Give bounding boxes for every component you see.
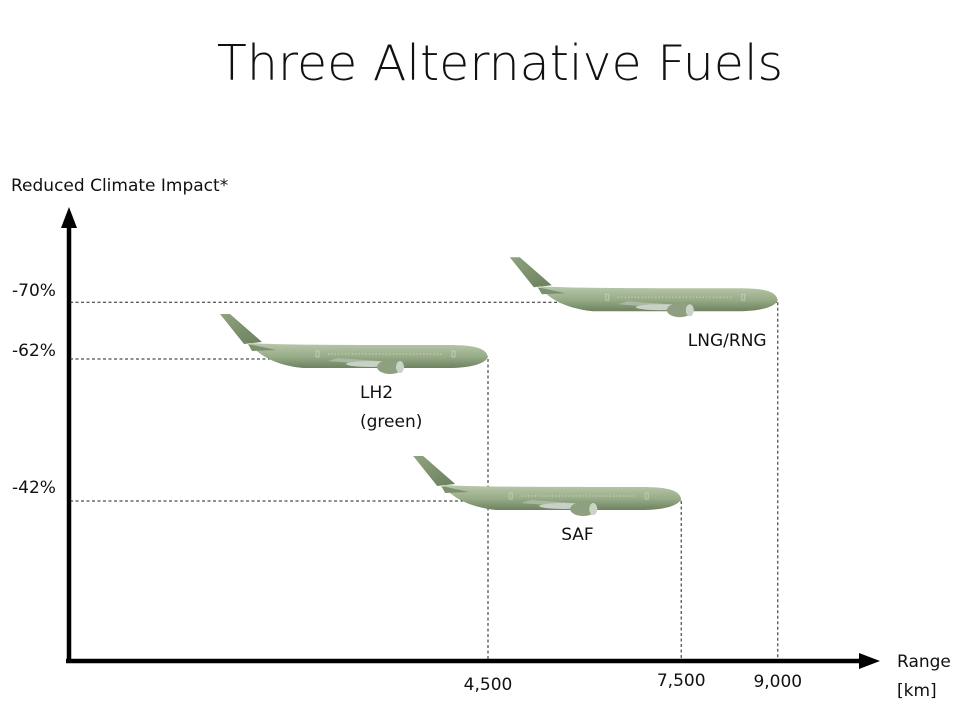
series-label: LNG/RNG [688, 331, 767, 351]
series-label: LH2 [360, 383, 393, 403]
x-tick-label: 4,500 [464, 675, 513, 695]
series-label: SAF [561, 525, 594, 545]
x-tick-label: 7,500 [657, 671, 706, 691]
chart-title: Three Alternative Fuels [217, 35, 783, 92]
airplane-icon [219, 313, 489, 375]
x-axis-arrow-icon [859, 653, 880, 669]
y-tick-label: -70% [12, 281, 56, 301]
airplane-icon [509, 256, 779, 318]
series-label: (green) [360, 412, 422, 432]
x-tick-label: 9,000 [753, 672, 802, 692]
y-axis-arrow-icon [61, 207, 77, 228]
y-axis-label: Reduced Climate Impact* [11, 176, 228, 196]
x-axis-label-line-2: [km] [897, 681, 937, 701]
x-axis-label-line-1: Range [897, 652, 951, 672]
y-tick-label: -62% [12, 341, 56, 361]
y-tick-label: -42% [12, 478, 56, 498]
airplane-icon [412, 455, 682, 517]
